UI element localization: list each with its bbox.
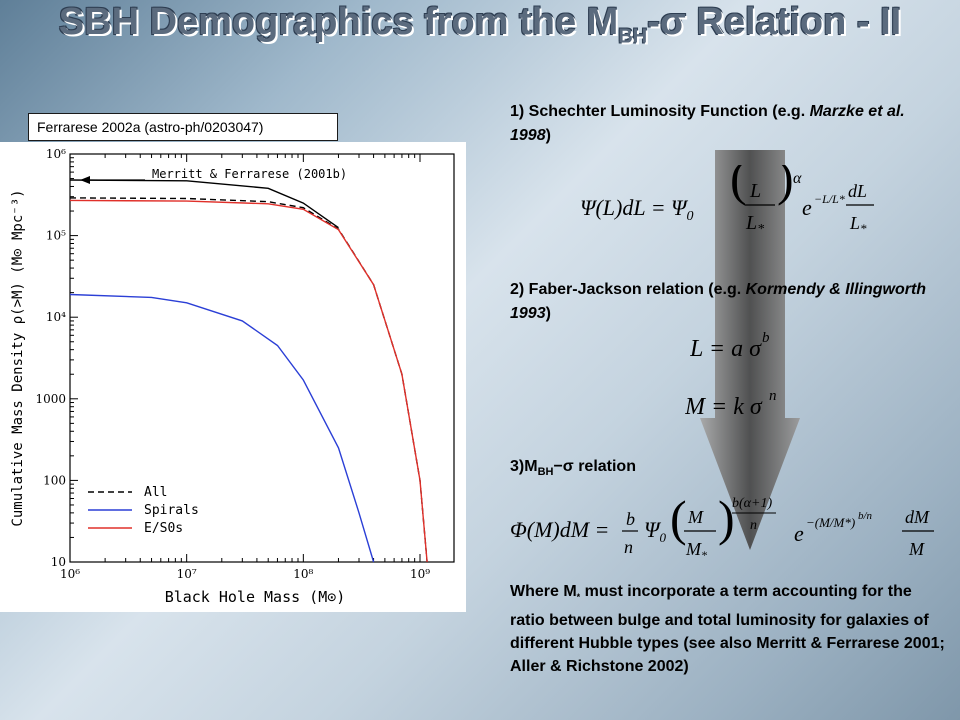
svg-text:Φ(M)dM =: Φ(M)dM = [510,517,609,542]
step-2-label: 2) Faber-Jackson relation (e.g. [510,281,746,298]
svg-text:M: M [908,539,925,559]
mass-density-chart: 10⁶ 10⁷ 10⁸ 10⁹ 10⁶ 10⁵ 10⁴ 1000 100 10 Black Hole… [10,147,455,606]
svg-text:dM: dM [905,507,930,527]
step-1-text: 1) Schechter Luminosity Function (e.g. M… [510,100,950,148]
y-axis-label: Cumulative Mass Density ρ(>M) (M⊙ Mpc⁻³) [10,189,26,526]
y-tick-label: 10⁵ [46,229,66,243]
svg-text:L*: L* [745,212,764,237]
x-tick-label: 10⁸ [293,567,313,581]
citation-text: Ferrarese 2002a (astro-ph/0203047) [37,119,264,135]
svg-text:): ) [718,495,735,546]
series-line-e-s0s [69,199,428,563]
citation-box: Ferrarese 2002a (astro-ph/0203047) [28,113,338,141]
svg-text:L: L [749,180,761,202]
svg-text:L*: L* [849,213,867,236]
step-3-relation: −σ relation [553,458,636,475]
where-label: Where M [510,583,577,600]
y-tick-label: 10 [51,555,66,569]
svg-text:): ) [777,165,794,206]
step-1-close: ) [545,127,551,144]
y-tick-label: 10⁴ [46,310,66,324]
plot-panel: 10⁶ 10⁷ 10⁸ 10⁹ 10⁶ 10⁵ 10⁴ 1000 100 10 Black Hole… [0,142,466,612]
step-1-ref: Marzke et al. 1998 [510,103,905,144]
annotation-label: Merritt & Ferrarese (2001b) [152,167,347,181]
svg-text:−(M/M*): −(M/M*) [806,515,855,530]
svg-text:M = k σ: M = k σ [685,394,763,420]
svg-text:Ψ(L)dL = Ψ0: Ψ(L)dL = Ψ0 [580,195,694,224]
series-line-spirals [69,293,375,563]
legend-label: All [144,485,167,500]
svg-text:b: b [626,509,635,529]
step-3-subscript: BH [537,466,554,479]
x-tick-label: 10⁷ [177,567,197,581]
step-2-text: 2) Faber-Jackson relation (e.g. Kormendy… [510,278,955,326]
svg-text:e: e [802,195,812,220]
svg-text:n: n [750,518,757,533]
plot-frame [69,153,455,563]
svg-text:M*: M* [685,539,707,562]
x-axis-label: Black Hole Mass (M⊙) [165,588,346,606]
slide-title: SBH Demographics from the MBH-σ Relation… [0,0,960,59]
series-line-merritt-ferrarese-2001b- [69,179,339,229]
svg-text:(: ( [730,165,747,206]
step-2-close: ) [545,305,551,322]
where-rest: must incorporate a term accounting for t… [510,583,945,676]
y-tick-label: 10⁶ [46,147,66,161]
svg-text:(: ( [670,495,687,546]
svg-text:b/n: b/n [858,510,873,522]
legend-label: Spirals [144,503,199,518]
schechter-equation: Ψ(L)dL = Ψ0 ( L L* ) α e −L/L* dL L* [580,165,874,237]
step-3-text: 3)MBH−σ relation [510,455,810,484]
where-text: Where M* must incorporate a term account… [510,580,950,678]
svg-text:e: e [794,521,804,546]
legend-label: E/S0s [144,521,183,536]
x-tick-label: 10⁶ [60,567,80,581]
mass-sigma-equation: M = k σ n [685,388,777,420]
x-tick-label: 10⁹ [410,567,430,581]
svg-text:b(α+1): b(α+1) [732,496,772,511]
svg-text:α: α [793,170,802,187]
step-1-label: 1) Schechter Luminosity Function (e.g. [510,103,810,120]
svg-text:b: b [762,330,770,346]
series-line-all [69,197,428,563]
title-main: SBH Demographics from the M [58,1,619,43]
annotation-arrow-head [80,176,90,185]
svg-text:Ψ0: Ψ0 [644,517,666,545]
svg-text:L = a σ: L = a σ [690,336,762,362]
svg-text:M: M [687,507,704,527]
svg-text:n: n [769,388,777,404]
faber-jackson-equation: L = a σ b [690,330,770,362]
step-3-label: 3)M [510,458,538,475]
svg-text:−L/L*: −L/L* [814,192,845,206]
svg-text:n: n [624,537,633,557]
title-subscript: BH [618,25,648,48]
y-tick-label: 1000 [35,392,66,406]
step-2-ref: Kormendy & Illingworth 1993 [510,281,927,322]
where-subscript: * [576,592,581,603]
flow-arrow-icon [700,150,800,550]
mass-function-equation: Φ(M)dM = b n Ψ0 ( M M* ) b(α+1) n e −(M/… [510,495,934,562]
title-rest: -σ Relation - II [647,1,902,43]
svg-text:dL: dL [848,181,867,201]
y-tick-label: 100 [43,473,66,487]
